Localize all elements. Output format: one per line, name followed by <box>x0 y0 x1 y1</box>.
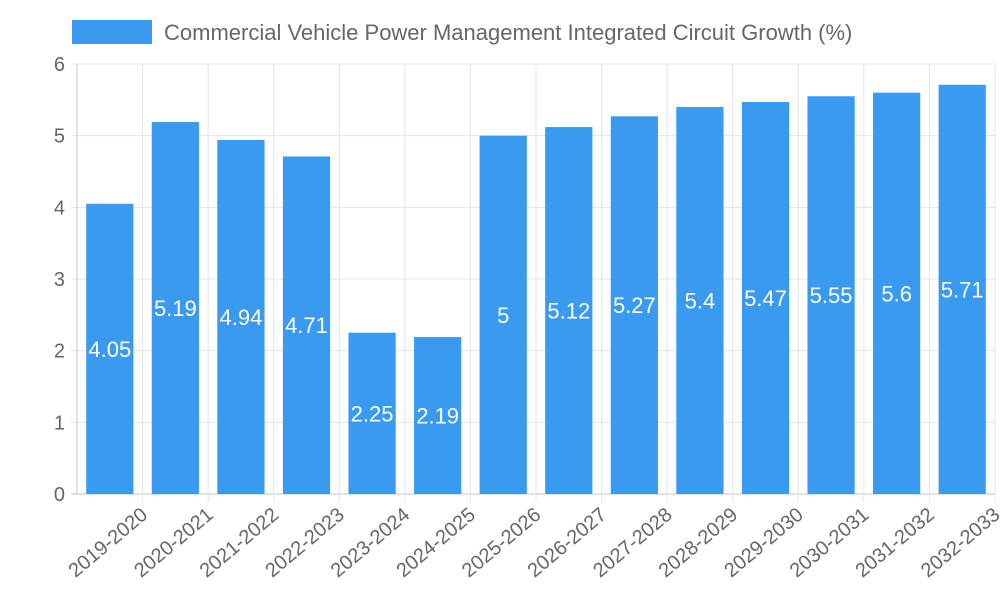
grid <box>71 63 996 502</box>
bar <box>414 337 462 494</box>
y-tick-label: 5 <box>54 126 65 148</box>
y-tick-label: 2 <box>54 341 65 363</box>
y-tick-label: 4 <box>54 197 65 219</box>
bar <box>938 84 986 495</box>
bar-value-label: 5.4 <box>685 289 716 314</box>
bar <box>217 139 265 494</box>
bar <box>873 92 921 495</box>
bar-value-label: 5 <box>497 303 509 328</box>
legend: Commercial Vehicle Power Management Inte… <box>72 20 852 45</box>
bar-value-label: 5.71 <box>941 277 984 302</box>
y-tick-label: 3 <box>54 269 65 291</box>
y-tick-label: 0 <box>54 484 65 506</box>
y-axis-labels: 0 1 2 3 4 5 6 <box>54 54 65 506</box>
legend-label: Commercial Vehicle Power Management Inte… <box>164 20 852 45</box>
value-labels: 4.05 5.19 4.94 4.71 2.25 2.19 5 5.12 5.27 5.4 5.47… <box>88 277 983 428</box>
bar-value-label: 2.25 <box>351 401 394 426</box>
bar <box>151 122 199 495</box>
legend-swatch <box>72 20 152 44</box>
bar <box>348 332 396 494</box>
y-tick-label: 1 <box>54 412 65 434</box>
bar <box>282 156 331 494</box>
bar <box>741 101 790 494</box>
y-tick-label: 6 <box>54 54 65 76</box>
bar-value-label: 5.19 <box>154 296 197 321</box>
bar <box>479 135 527 494</box>
bar <box>610 116 658 495</box>
bar <box>545 127 593 495</box>
bar-value-label: 2.19 <box>416 404 459 429</box>
bar-value-label: 4.71 <box>285 313 328 338</box>
bar <box>676 107 724 494</box>
bar-value-label: 5.6 <box>881 281 912 306</box>
bar-value-label: 4.05 <box>88 337 131 362</box>
bar-value-label: 4.94 <box>220 305 263 330</box>
bars <box>86 84 986 495</box>
bar-value-label: 5.47 <box>744 286 787 311</box>
bar-value-label: 5.12 <box>547 299 590 324</box>
bar <box>807 96 855 494</box>
bar-value-label: 5.55 <box>810 283 853 308</box>
bar <box>86 203 134 494</box>
bar-value-label: 5.27 <box>613 293 656 318</box>
x-axis-labels: 2019-20202020-20212021-20222022-20232023… <box>65 504 1000 582</box>
